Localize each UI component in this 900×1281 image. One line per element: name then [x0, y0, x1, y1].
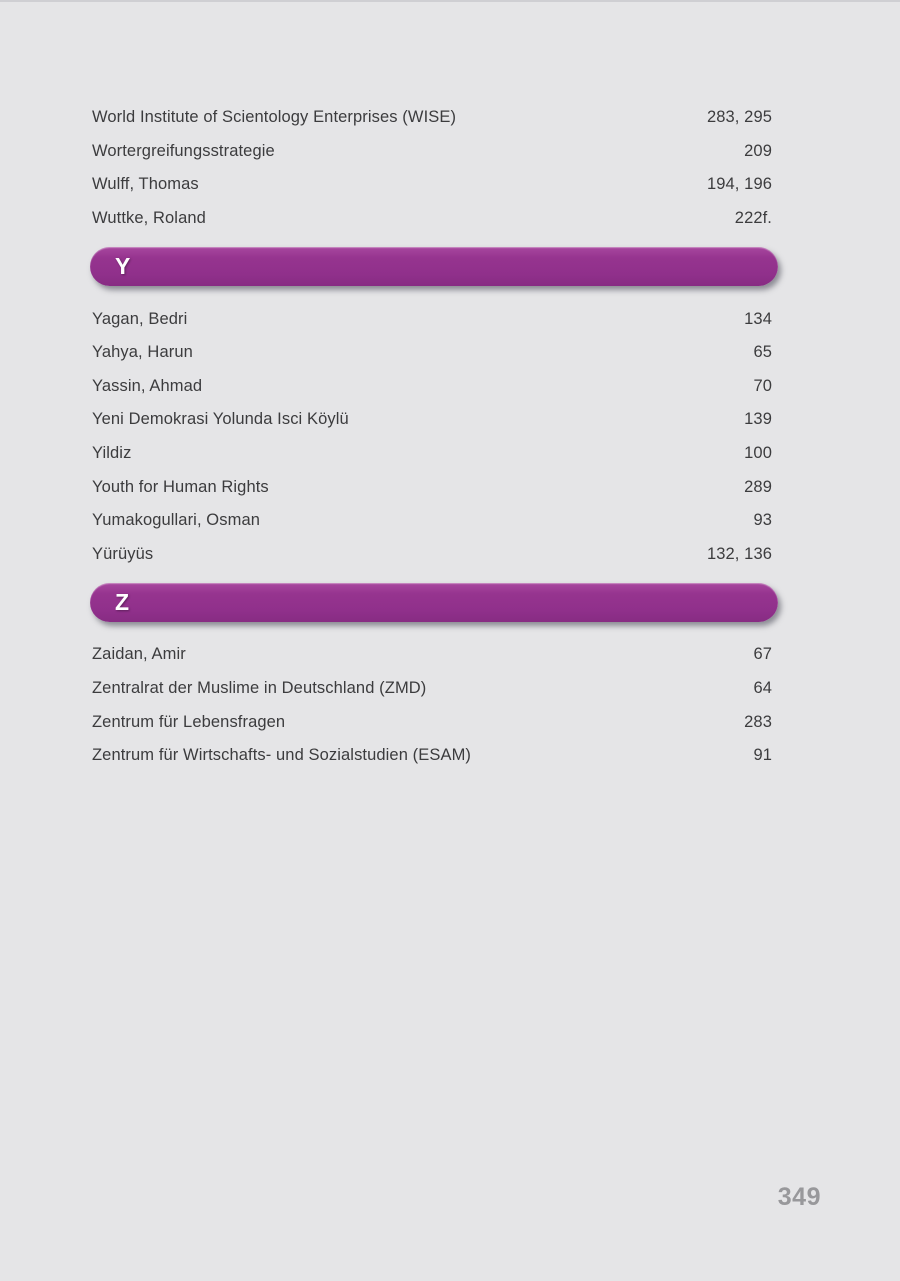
entry-term: Yumakogullari, Osman	[92, 511, 260, 530]
entry-page-numbers: 139	[744, 410, 772, 429]
entry-page-numbers: 194, 196	[706, 175, 772, 194]
entry-page-numbers: 67	[753, 645, 772, 664]
index-entry: Yürüyüs 132, 136	[92, 538, 772, 572]
entry-term: Yagan, Bedri	[92, 309, 188, 328]
entry-page-numbers: 91	[753, 746, 772, 765]
entry-page-numbers: 93	[753, 511, 772, 530]
entry-term: Yahya, Harun	[92, 343, 193, 362]
entry-term: Youth for Human Rights	[92, 477, 269, 496]
section-letter: Y	[115, 253, 131, 280]
entry-page-numbers: 65	[753, 343, 772, 362]
index-entry: Yassin, Ahmad 70	[92, 370, 772, 404]
entry-page-numbers: 64	[753, 679, 772, 698]
section-header-y: Y	[90, 247, 778, 287]
entry-term: Yürüyüs	[92, 544, 154, 563]
index-content: World Institute of Scientology Enterpris…	[90, 101, 778, 773]
entry-page-numbers: 283	[744, 712, 772, 731]
entry-page-numbers: 222f.	[734, 209, 772, 228]
entry-term: Zentrum für Wirtschafts- und Sozialstudi…	[92, 746, 472, 765]
entry-term: Zentralrat der Muslime in Deutschland (Z…	[92, 679, 427, 698]
entry-term: Zentrum für Lebensfragen	[92, 712, 286, 731]
index-entry: Zaidan, Amir 67	[92, 638, 772, 672]
index-entry: Wuttke, Roland 222f.	[92, 202, 772, 236]
entry-term: Yildiz	[92, 444, 132, 463]
entry-term: Zaidan, Amir	[92, 645, 186, 664]
index-entry: Zentrum für Lebensfragen 283	[92, 705, 772, 739]
index-entry: Zentrum für Wirtschafts- und Sozialstudi…	[92, 739, 772, 773]
entry-term: Yassin, Ahmad	[92, 376, 203, 395]
index-entry: Wulff, Thomas 194, 196	[92, 168, 772, 202]
index-entry: Yumakogullari, Osman 93	[92, 504, 772, 538]
index-entry: Zentralrat der Muslime in Deutschland (Z…	[92, 672, 772, 706]
entry-page-numbers: 209	[744, 141, 772, 160]
index-entry: World Institute of Scientology Enterpris…	[92, 101, 772, 135]
index-entry: Yagan, Bedri 134	[92, 302, 772, 336]
page-top-edge	[0, 0, 900, 2]
entry-term: Wulff, Thomas	[92, 175, 199, 194]
entry-page-numbers: 100	[744, 444, 772, 463]
entry-page-numbers: 134	[744, 309, 772, 328]
index-entry: Yahya, Harun 65	[92, 336, 772, 370]
index-entry: Yeni Demokrasi Yolunda Isci Köylü 139	[92, 403, 772, 437]
entry-term: Yeni Demokrasi Yolunda Isci Köylü	[92, 410, 349, 429]
index-entry: Youth for Human Rights 289	[92, 470, 772, 504]
entry-page-numbers: 70	[753, 376, 772, 395]
entry-term: Wortergreifungsstrategie	[92, 141, 275, 160]
section-header-z: Z	[90, 583, 778, 623]
entry-page-numbers: 283, 295	[706, 108, 772, 127]
entry-page-numbers: 289	[744, 477, 772, 496]
index-entry: Wortergreifungsstrategie 209	[92, 135, 772, 169]
entry-page-numbers: 132, 136	[706, 544, 772, 563]
index-entry: Yildiz 100	[92, 437, 772, 471]
entry-term: World Institute of Scientology Enterpris…	[92, 108, 457, 127]
page-number: 349	[777, 1183, 821, 1211]
entry-term: Wuttke, Roland	[92, 209, 206, 228]
section-letter: Z	[115, 589, 130, 616]
